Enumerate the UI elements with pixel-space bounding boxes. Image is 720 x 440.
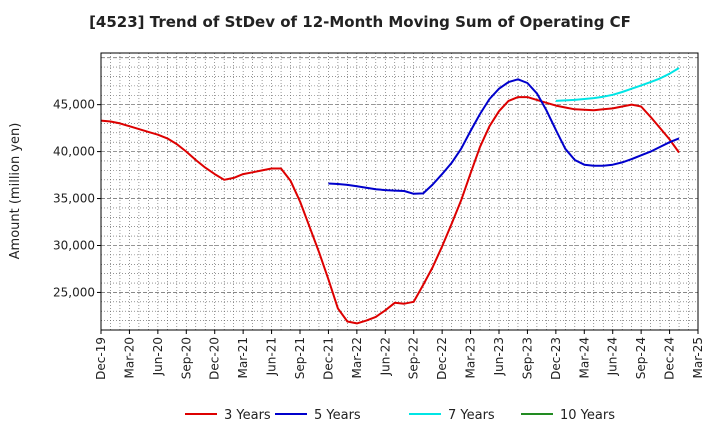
plot-frame xyxy=(100,52,699,331)
x-tick-label: Mar-25 xyxy=(691,337,705,378)
x-tick-label: Jun-20 xyxy=(151,337,165,376)
legend-label: 3 Years xyxy=(224,408,271,423)
legend-label: 5 Years xyxy=(314,408,361,423)
y-axis-ticks: 25,000 30,000 35,000 40,000 45,000 xyxy=(53,98,101,299)
series-line-3-years xyxy=(100,96,680,325)
series-lines xyxy=(100,67,680,325)
x-tick-label: Mar-24 xyxy=(577,337,591,378)
x-tick-label: Sep-21 xyxy=(293,337,307,379)
x-tick-label: Dec-19 xyxy=(94,337,108,380)
y-axis-label: Amount (million yen) xyxy=(8,123,23,260)
x-tick-label: Sep-24 xyxy=(634,337,648,379)
legend: 3 Years 5 Years 7 Years 10 Years xyxy=(185,408,615,423)
x-tick-label: Jun-21 xyxy=(265,337,279,376)
chart-title: [4523] Trend of StDev of 12-Month Moving… xyxy=(89,13,631,31)
y-tick-label: 30,000 xyxy=(53,238,95,252)
x-tick-label: Dec-22 xyxy=(435,337,449,380)
series-line-7-years xyxy=(555,67,680,102)
x-tick-label: Mar-23 xyxy=(464,337,478,378)
x-tick-label: Sep-22 xyxy=(407,337,421,379)
y-tick-label: 40,000 xyxy=(53,145,95,159)
x-tick-label: Dec-20 xyxy=(208,337,222,380)
x-tick-label: Mar-21 xyxy=(236,337,250,378)
y-tick-label: 25,000 xyxy=(53,285,95,299)
x-tick-label: Mar-20 xyxy=(122,337,136,378)
legend-label: 10 Years xyxy=(560,408,615,423)
x-tick-label: Mar-22 xyxy=(350,337,364,378)
y-tick-label: 35,000 xyxy=(53,192,95,206)
x-tick-label: Jun-24 xyxy=(606,337,620,376)
x-tick-label: Dec-23 xyxy=(549,337,563,380)
x-tick-label: Dec-21 xyxy=(321,337,335,380)
x-tick-label: Jun-22 xyxy=(378,337,392,376)
legend-label: 7 Years xyxy=(448,408,495,423)
gridlines xyxy=(101,53,698,331)
x-tick-label: Jun-23 xyxy=(492,337,506,376)
series-line-5-years xyxy=(328,78,680,195)
x-tick-label: Sep-20 xyxy=(179,337,193,379)
x-axis-ticks: Dec-19 Mar-20 Jun-20 Sep-20 Dec-20 Mar-21 Jun-… xyxy=(94,330,705,380)
y-tick-label: 45,000 xyxy=(53,98,95,112)
x-tick-label: Dec-24 xyxy=(663,337,677,380)
x-tick-label: Sep-23 xyxy=(520,337,534,379)
